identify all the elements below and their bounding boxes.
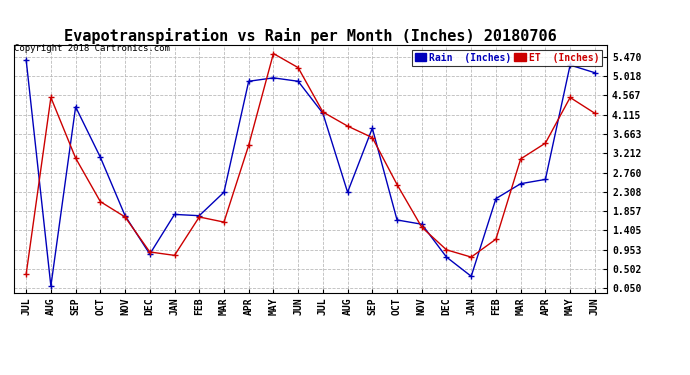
Legend: Rain  (Inches), ET  (Inches): Rain (Inches), ET (Inches) (412, 50, 602, 66)
Title: Evapotranspiration vs Rain per Month (Inches) 20180706: Evapotranspiration vs Rain per Month (In… (64, 28, 557, 44)
Text: Copyright 2018 Cartronics.com: Copyright 2018 Cartronics.com (14, 44, 170, 52)
